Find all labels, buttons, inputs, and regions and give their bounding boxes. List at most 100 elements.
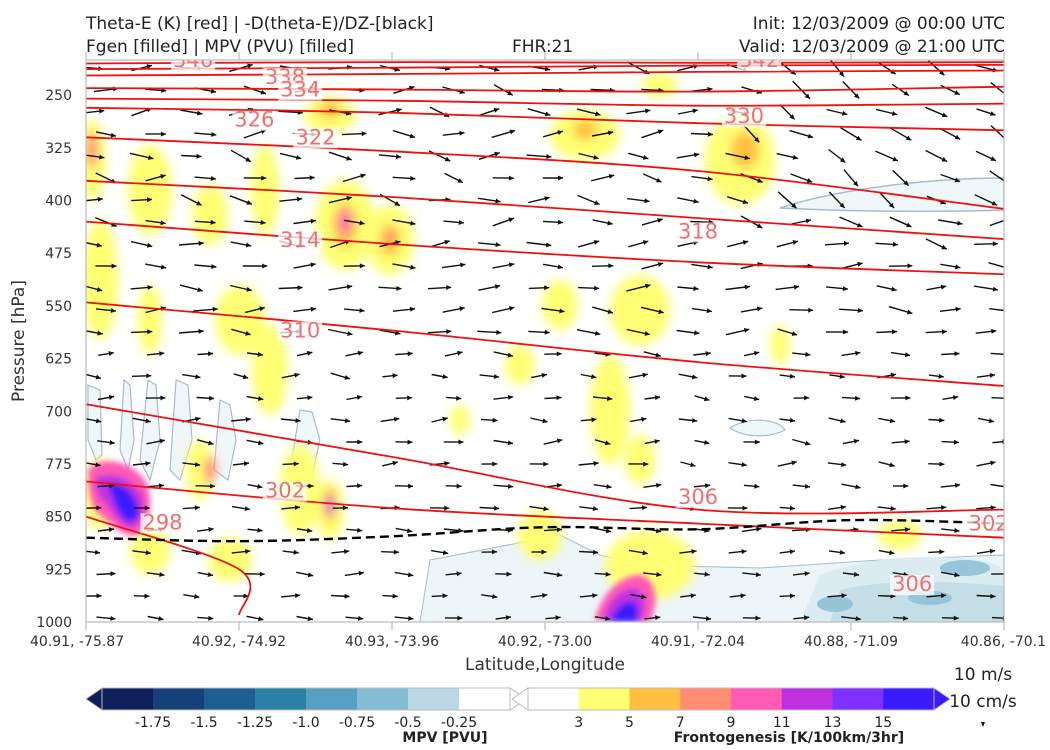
- wind-vector-head: [407, 572, 414, 578]
- wind-vector-head: [691, 549, 697, 554]
- wind-vector-head: [357, 527, 363, 533]
- contour-label-bg: [293, 128, 338, 149]
- contour-label: 326: [234, 108, 274, 132]
- colorbar-tick-label: -1.25: [237, 715, 273, 731]
- contour-label-bg: [676, 222, 720, 243]
- wind-vector-head: [495, 242, 501, 248]
- wind-vector-head: [357, 439, 363, 445]
- valid-time: Valid: 12/03/2009 @ 21:00 UTC: [739, 37, 1005, 57]
- wind-vector-head: [196, 200, 202, 206]
- wind-vector-head: [395, 154, 402, 160]
- wind-vector-head: [245, 330, 251, 336]
- colorbar-segment: [153, 688, 205, 710]
- wind-vector-head: [941, 112, 948, 118]
- colorbar-tick-label: 13: [824, 715, 842, 731]
- colorbar-extend-left: [85, 687, 103, 711]
- wind-vector-head: [146, 64, 152, 70]
- wind-vector-head: [607, 220, 613, 226]
- wind-vector-head: [242, 374, 249, 380]
- wind-vector-head: [839, 374, 845, 379]
- wind-vector-head: [344, 549, 350, 555]
- wind-vector-head: [904, 439, 910, 445]
- wind-vector-head: [555, 615, 561, 621]
- wind-vector-head: [99, 108, 105, 114]
- wind-vector-head: [754, 137, 760, 143]
- wind-vector-head: [889, 418, 896, 424]
- wind-vector: [989, 170, 1004, 182]
- wind-vector-head: [259, 571, 265, 577]
- wind-vector-head: [410, 175, 416, 181]
- wind-vector-head: [507, 440, 513, 446]
- wind-vector-head: [593, 240, 600, 245]
- wind-vector-head: [891, 329, 897, 335]
- colorbar-segment: [459, 688, 511, 710]
- wind-vector-head: [508, 217, 514, 223]
- wind-vector-head: [642, 240, 649, 245]
- wind-vector-head: [460, 262, 466, 268]
- wind-vector-head: [558, 175, 564, 181]
- colorbar-segment: [578, 688, 630, 710]
- wind-vector-head: [544, 111, 551, 117]
- wind-vector-head: [194, 505, 200, 511]
- wind-vector-head: [843, 241, 849, 246]
- wind-vector-head: [704, 483, 711, 489]
- filled-fields: [86, 73, 1004, 622]
- wind-vector-head: [594, 200, 600, 205]
- wind-vector-head: [257, 484, 263, 489]
- wind-vector-head: [593, 154, 599, 160]
- wind-vector-head: [110, 132, 116, 138]
- theta-e-314: [86, 220, 1004, 276]
- wind-vector-head: [941, 157, 948, 162]
- colorbar-segment: [680, 688, 732, 710]
- wind-vector-head: [754, 483, 760, 489]
- wind-vector-head: [939, 417, 945, 423]
- wind-vector-head: [459, 306, 465, 312]
- y-tick-label: 1000: [36, 615, 72, 631]
- wind-vector-head: [741, 549, 747, 555]
- wind-vector-head: [990, 156, 996, 161]
- wind-vector-head: [396, 285, 402, 291]
- wind-vector-head: [595, 111, 601, 117]
- wind-vector-head: [657, 129, 664, 135]
- wind-vector-head: [642, 550, 648, 556]
- wind-vector-head: [492, 417, 498, 423]
- wind-vector-head: [159, 438, 165, 444]
- wind-vector-head: [444, 461, 450, 466]
- wind-vector-head: [857, 261, 863, 267]
- wind-vector-head: [954, 177, 961, 183]
- theta-e-338: [86, 69, 1004, 77]
- wind-vector-head: [308, 483, 314, 489]
- wind-vector-head: [840, 504, 846, 510]
- wind-vector-head: [295, 155, 302, 160]
- wind-vector-head: [690, 462, 696, 468]
- wind-vector-head: [211, 132, 217, 137]
- wind-vector-head: [492, 549, 497, 555]
- wind-vector-head: [556, 438, 563, 444]
- fgen-colorbar: 3 5 7 9 11 13 15 Frontogenesis [K/100km/3hr]: [511, 687, 951, 746]
- wind-vector-head: [509, 129, 516, 135]
- y-axis-label: Pressure [hPa]: [9, 280, 29, 402]
- theta-e-326: [86, 106, 1004, 132]
- wind-vector-head: [310, 306, 316, 312]
- wind-vector-head: [294, 372, 300, 378]
- contour-label: 330: [724, 104, 764, 128]
- colorbar-segment: [102, 688, 154, 710]
- frontogenesis-cores: [88, 461, 656, 622]
- wind-vector-head: [260, 220, 266, 225]
- wind-vector-head: [789, 593, 795, 599]
- wind-vector-head: [644, 283, 651, 289]
- wind-vector-head: [96, 242, 102, 248]
- wind-vector-head: [690, 593, 696, 599]
- contour-label: 318: [678, 219, 718, 243]
- wind-vector-head: [838, 71, 844, 77]
- wind-vector-head: [954, 351, 960, 357]
- wind-vector-head: [96, 593, 102, 599]
- wind-vector-head: [742, 199, 749, 205]
- wind-vector-head: [392, 593, 398, 599]
- contour-label-bg: [676, 487, 720, 508]
- colorbar-segment: [357, 688, 409, 710]
- wind-vector-head: [207, 572, 213, 577]
- wind-vector-head: [456, 395, 462, 401]
- y-tick-label: 700: [45, 404, 72, 420]
